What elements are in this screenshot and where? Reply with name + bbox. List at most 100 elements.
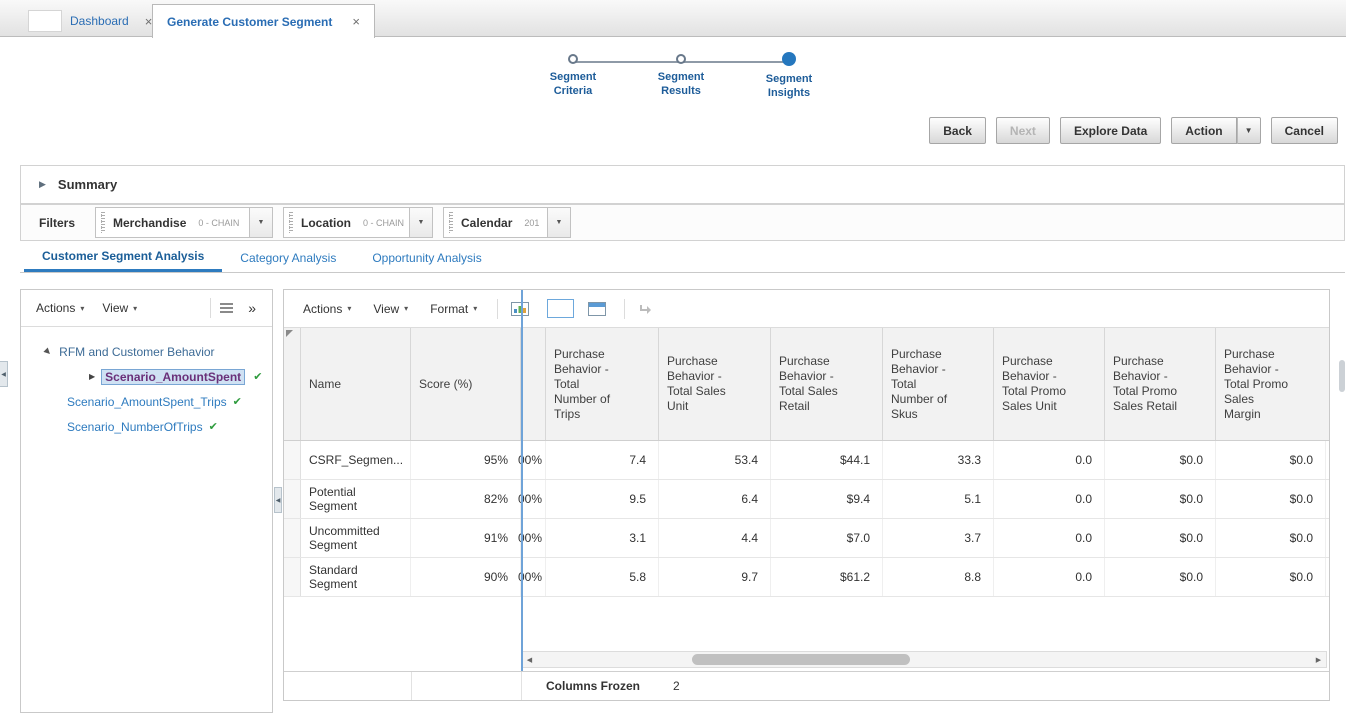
column-header-total-number-of-trips[interactable]: Purchase Behavior - Total Number of Trip… (546, 328, 659, 440)
cell-sales-unit[interactable]: 9.7 (659, 558, 771, 596)
tab-customer-segment-analysis[interactable]: Customer Segment Analysis (24, 243, 223, 272)
column-header-total-promo-sales-retail[interactable]: Purchase Behavior - Total Promo Sales Re… (1105, 328, 1216, 440)
table-row[interactable]: Standard Segment 90% 00% 5.8 9.7 $61.2 8… (284, 558, 1329, 597)
column-header-name[interactable]: Name (301, 328, 411, 440)
cell-sales-retail[interactable]: $7.0 (771, 519, 883, 557)
filter-merchandise[interactable]: Merchandise 0 - CHAIN ▼ (95, 207, 274, 238)
collapsed-node-icon[interactable]: ▶ (89, 372, 96, 381)
cell-score[interactable]: 90% (411, 558, 521, 596)
cell-name[interactable]: Standard Segment (301, 558, 411, 596)
column-header-total-promo-sales-unit[interactable]: Purchase Behavior - Total Promo Sales Un… (994, 328, 1105, 440)
tab-dashboard[interactable]: Dashboard × (20, 6, 160, 36)
scroll-right-icon[interactable]: ▶ (1315, 656, 1322, 664)
table-corner-cell[interactable] (284, 328, 301, 440)
freeze-toggle[interactable] (547, 299, 575, 318)
column-header-clipped[interactable] (521, 328, 546, 440)
cell-promo-sales-retail[interactable]: $0.0 (1105, 558, 1216, 596)
cell-promo-sales-unit[interactable]: 0.0 (994, 519, 1105, 557)
cell-clipped[interactable]: 00% (518, 558, 546, 596)
overflow-chevrons-icon[interactable]: » (248, 300, 256, 316)
cell-score[interactable]: 95% (411, 441, 521, 479)
vertical-scrollbar-thumb[interactable] (1339, 360, 1345, 392)
cell-promo-sales-margin[interactable]: $0.0 (1216, 519, 1326, 557)
close-icon[interactable]: × (352, 14, 360, 29)
cell-skus[interactable]: 8.8 (883, 558, 994, 596)
filter-location-dropdown[interactable]: ▼ (409, 208, 433, 237)
action-button[interactable]: Action (1171, 117, 1237, 144)
wizard-stop-icon[interactable] (676, 54, 686, 64)
cell-promo-sales-unit[interactable]: 0.0 (994, 558, 1105, 596)
table-actions-menu[interactable]: Actions ▾ (296, 302, 358, 316)
cell-score[interactable]: 91% (411, 519, 521, 557)
row-gutter[interactable] (284, 519, 301, 557)
cell-promo-sales-margin[interactable]: $0.0 (1216, 558, 1326, 596)
tree-node-scenario-amountspent[interactable]: ▶ Scenario_AmountSpent ✔ (21, 364, 272, 389)
close-icon[interactable]: × (144, 13, 153, 29)
cell-clipped[interactable]: 00% (518, 519, 546, 557)
cell-skus[interactable]: 3.7 (883, 519, 994, 557)
tree-node-label-selected[interactable]: Scenario_AmountSpent (101, 368, 246, 385)
tree-node-label[interactable]: Scenario_NumberOfTrips (67, 419, 203, 434)
cell-promo-sales-unit[interactable]: 0.0 (994, 480, 1105, 518)
frozen-columns-divider[interactable] (521, 290, 523, 671)
flatten-tree-icon[interactable] (220, 302, 236, 314)
cell-promo-sales-retail[interactable]: $0.0 (1105, 519, 1216, 557)
cell-trips[interactable]: 9.5 (546, 480, 659, 518)
tree-node-scenario-amountspent-trips[interactable]: Scenario_AmountSpent_Trips ✔ (21, 389, 272, 414)
cell-trips[interactable]: 3.1 (546, 519, 659, 557)
left-splitter-collapse-button[interactable]: ◀ (0, 361, 8, 387)
column-header-total-sales-unit[interactable]: Purchase Behavior - Total Sales Unit (659, 328, 771, 440)
cell-sales-unit[interactable]: 6.4 (659, 480, 771, 518)
explore-data-button[interactable]: Explore Data (1059, 117, 1162, 144)
cell-trips[interactable]: 7.4 (546, 441, 659, 479)
back-button[interactable]: Back (929, 117, 986, 144)
cell-score[interactable]: 82% (411, 480, 521, 518)
cancel-button[interactable]: Cancel (1270, 117, 1338, 144)
cell-sales-retail[interactable]: $44.1 (771, 441, 883, 479)
tree-node-rfm-root[interactable]: ▶ RFM and Customer Behavior (21, 339, 272, 364)
action-dropdown-button[interactable]: ▼ (1236, 117, 1261, 144)
cell-promo-sales-margin[interactable]: $0.0 (1216, 441, 1326, 479)
detach-table-icon[interactable] (588, 301, 607, 316)
tree-node-label[interactable]: Scenario_AmountSpent_Trips (67, 394, 227, 409)
chart-icon[interactable] (511, 301, 530, 316)
column-header-total-promo-sales-margin[interactable]: Purchase Behavior - Total Promo Sales Ma… (1216, 328, 1326, 440)
horizontal-scrollbar[interactable]: ◀ ▶ (521, 651, 1327, 668)
filter-calendar-dropdown[interactable]: ▼ (547, 208, 571, 237)
drag-handle-icon[interactable] (449, 212, 454, 233)
wizard-stop-icon[interactable] (568, 54, 578, 64)
tab-generate-customer-segment[interactable]: Generate Customer Segment × (152, 4, 375, 38)
scrollbar-thumb[interactable] (692, 654, 910, 665)
cell-trips[interactable]: 5.8 (546, 558, 659, 596)
tree-actions-menu[interactable]: Actions ▾ (29, 301, 91, 315)
cell-name[interactable]: Uncommitted Segment (301, 519, 411, 557)
cell-clipped[interactable]: 00% (518, 441, 546, 479)
table-row[interactable]: Potential Segment 82% 00% 9.5 6.4 $9.4 5… (284, 480, 1329, 519)
wizard-step-segment-insights[interactable]: Segment Insights (757, 52, 821, 101)
filter-location[interactable]: Location 0 - CHAIN ▼ (283, 207, 434, 238)
cell-sales-unit[interactable]: 4.4 (659, 519, 771, 557)
cell-promo-sales-margin[interactable]: $0.0 (1216, 480, 1326, 518)
expanded-node-icon[interactable]: ▶ (42, 346, 54, 357)
cell-skus[interactable]: 33.3 (883, 441, 994, 479)
scroll-left-icon[interactable]: ◀ (526, 656, 533, 664)
summary-section[interactable]: ▶ Summary (20, 165, 1345, 204)
column-header-total-number-of-skus[interactable]: Purchase Behavior - Total Number of Skus (883, 328, 994, 440)
column-header-total-sales-retail[interactable]: Purchase Behavior - Total Sales Retail (771, 328, 883, 440)
table-format-menu[interactable]: Format ▾ (423, 302, 484, 316)
cell-skus[interactable]: 5.1 (883, 480, 994, 518)
tab-category-analysis[interactable]: Category Analysis (240, 250, 337, 265)
row-gutter[interactable] (284, 441, 301, 479)
tree-root-label[interactable]: RFM and Customer Behavior (59, 344, 215, 359)
column-header-score[interactable]: Score (%) (411, 328, 521, 440)
tab-opportunity-analysis[interactable]: Opportunity Analysis (372, 250, 482, 265)
wizard-step-segment-criteria[interactable]: Segment Criteria (541, 54, 605, 99)
cell-sales-unit[interactable]: 53.4 (659, 441, 771, 479)
filter-calendar[interactable]: Calendar 201 ▼ (443, 207, 572, 238)
table-row[interactable]: Uncommitted Segment 91% 00% 3.1 4.4 $7.0… (284, 519, 1329, 558)
drag-handle-icon[interactable] (101, 212, 106, 233)
cell-promo-sales-retail[interactable]: $0.0 (1105, 441, 1216, 479)
cell-name[interactable]: CSRF_Segmen... (301, 441, 411, 479)
cell-promo-sales-retail[interactable]: $0.0 (1105, 480, 1216, 518)
cell-sales-retail[interactable]: $9.4 (771, 480, 883, 518)
